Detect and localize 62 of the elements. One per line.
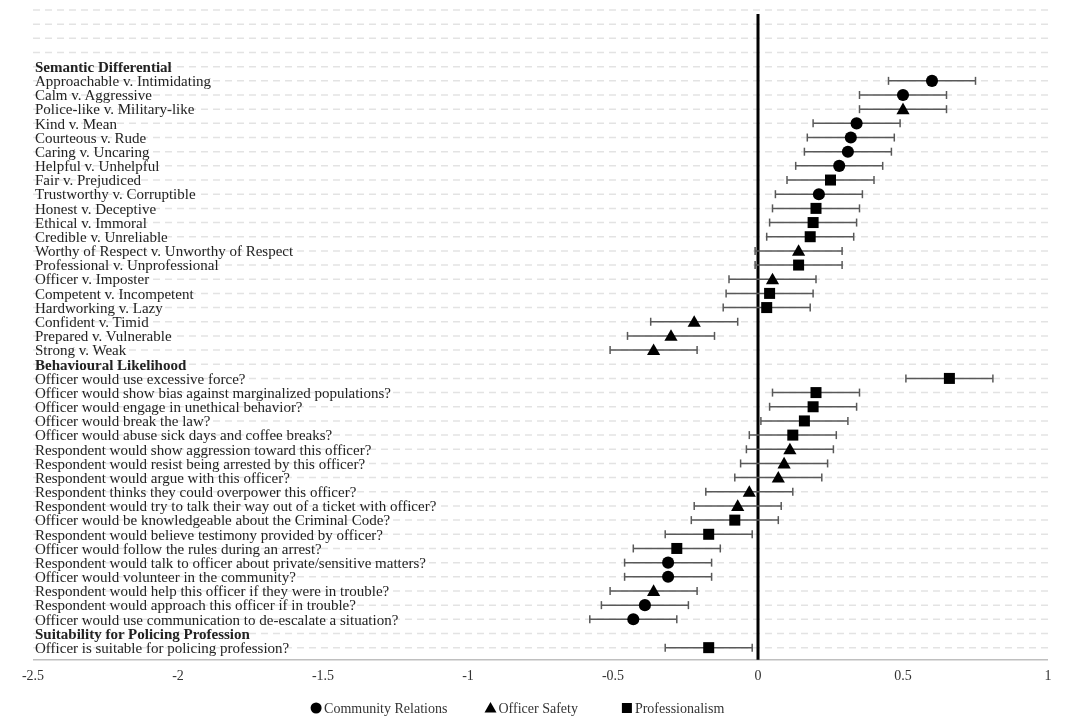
x-tick-label: -2.5 [21,667,45,683]
point [703,642,715,654]
point [765,272,780,285]
point [925,74,939,87]
point [804,231,816,243]
point [783,442,797,455]
point [771,471,785,483]
y-tick-label: Prepared v. Vulnerable [35,328,172,345]
point [810,202,822,214]
point [810,387,822,399]
point [793,259,805,271]
point [664,329,678,341]
point [627,613,640,626]
point [833,159,846,172]
x-tick-label: 0 [754,667,762,683]
y-tick-label: Semantic Differential [35,58,172,75]
point [662,556,675,569]
point [662,570,675,583]
point [812,188,825,201]
point [764,287,776,299]
x-tick-label: -0.5 [601,667,625,683]
y-tick-label: Courteous v. Rude [35,129,147,146]
point [807,217,819,229]
point [729,514,741,526]
point [761,302,773,314]
point [647,343,661,356]
point [844,131,857,144]
point [742,485,756,497]
point [687,315,701,327]
legend-label: Officer Safety [498,700,578,716]
x-tick-label: 0.5 [894,667,912,683]
point [792,244,806,256]
y-tick-label: Officer would show bias against marginalized populations? [35,384,392,401]
point [787,429,799,441]
x-tick-label: -1.5 [311,667,335,683]
point [807,401,819,413]
point [647,584,661,596]
y-tick-label: Kind v. Mean [35,115,118,132]
point [671,542,683,554]
x-tick-label: 1 [1044,667,1052,683]
point [703,528,715,540]
x-tick-label: -2 [172,667,184,683]
y-tick-label: Suitability for Policing Profession [35,625,251,642]
point [777,456,791,469]
point [850,117,863,130]
legend-label: Professionalism [634,700,725,716]
point [638,599,651,612]
y-tick-label: Caring v. Uncaring [35,143,150,160]
point [731,499,745,511]
y-tick-label: Officer would use excessive force? [35,370,246,387]
x-tick-label: -1 [462,667,474,683]
point [943,372,955,384]
y-tick-label: Worthy of Respect v. Unworthy of Respect [35,243,295,260]
point [841,145,854,158]
point [896,102,910,115]
y-tick-label: Credible v. Unreliable [35,228,169,245]
legend-label: Community Relations [324,700,448,716]
point [798,415,810,427]
y-tick-label: Approachable v. Intimidating [35,73,212,90]
point [825,174,836,186]
point [896,88,910,102]
y-tick-label: Officer would abuse sick days and coffee breaks? [35,427,333,444]
